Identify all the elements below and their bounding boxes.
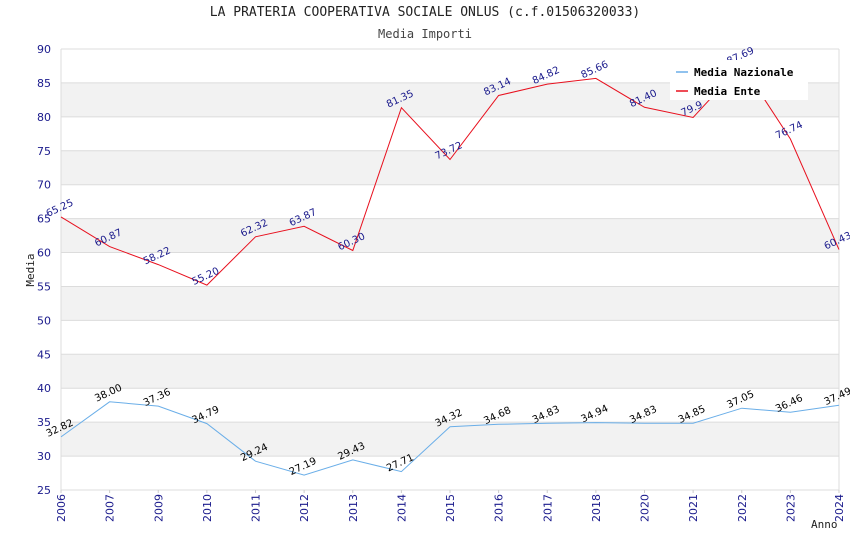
y-tick-label: 55 <box>37 280 51 293</box>
grid-band <box>61 286 839 321</box>
y-tick-label: 70 <box>37 179 51 192</box>
y-tick-label: 40 <box>37 382 51 395</box>
x-tick-label: 2009 <box>152 494 165 522</box>
x-tick-label: 2020 <box>639 494 652 522</box>
grid-band <box>61 150 839 185</box>
x-tick-label: 2007 <box>104 494 117 522</box>
grid-band <box>61 184 839 219</box>
x-tick-label: 2017 <box>541 494 554 522</box>
y-tick-label: 65 <box>37 213 51 226</box>
y-tick-label: 25 <box>37 484 51 497</box>
x-tick-label: 2011 <box>250 494 263 522</box>
chart-title: LA PRATERIA COOPERATIVA SOCIALE ONLUS (c… <box>209 5 641 20</box>
grid-band <box>61 320 839 355</box>
x-tick-label: 2015 <box>444 494 457 522</box>
y-tick-label: 45 <box>37 348 51 361</box>
y-tick-label: 60 <box>37 247 51 260</box>
x-tick-label: 2014 <box>395 494 408 522</box>
legend-entry: Media Ente <box>694 85 761 98</box>
grid-band <box>61 218 839 253</box>
legend-entry: Media Nazionale <box>694 66 794 79</box>
x-tick-label: 2006 <box>55 494 68 522</box>
y-tick-label: 80 <box>37 111 51 124</box>
x-tick-label: 2016 <box>493 494 506 522</box>
x-tick-label: 2024 <box>833 494 846 522</box>
x-tick-label: 2023 <box>784 494 797 522</box>
series-line-0 <box>60 401 840 476</box>
y-tick-label: 30 <box>37 450 51 463</box>
gridlines <box>60 48 840 491</box>
chart-subtitle: Media Importi <box>378 27 472 41</box>
legend: Media Nazionale Media Ente <box>670 60 808 100</box>
y-tick-label: 85 <box>37 77 51 90</box>
x-axis-ticks: 2006 2007 2009 2010 2011 2012 2013 2014 2015 2016… <box>55 490 846 522</box>
grid-band <box>61 116 839 151</box>
grid-band <box>61 354 839 389</box>
x-tick-label: 2012 <box>298 494 311 522</box>
legend-box <box>670 60 808 100</box>
y-axis-ticks: 25 30 35 40 45 50 55 60 65 70 75 80 85 90 <box>37 43 51 497</box>
grid-band <box>61 422 839 457</box>
x-tick-label: 2021 <box>687 494 700 522</box>
x-tick-label: 2010 <box>201 494 214 522</box>
y-tick-label: 75 <box>37 145 51 158</box>
x-axis-label: Anno <box>811 518 838 531</box>
grid-band <box>61 456 839 490</box>
x-tick-label: 2013 <box>347 494 360 522</box>
grid-band <box>61 252 839 287</box>
y-tick-label: 35 <box>37 416 51 429</box>
grid-band <box>61 388 839 423</box>
y-tick-label: 50 <box>37 314 51 327</box>
x-tick-label: 2022 <box>736 494 749 522</box>
y-axis-label: Media <box>24 253 37 286</box>
x-tick-label: 2018 <box>590 494 603 522</box>
y-tick-label: 90 <box>37 43 51 56</box>
